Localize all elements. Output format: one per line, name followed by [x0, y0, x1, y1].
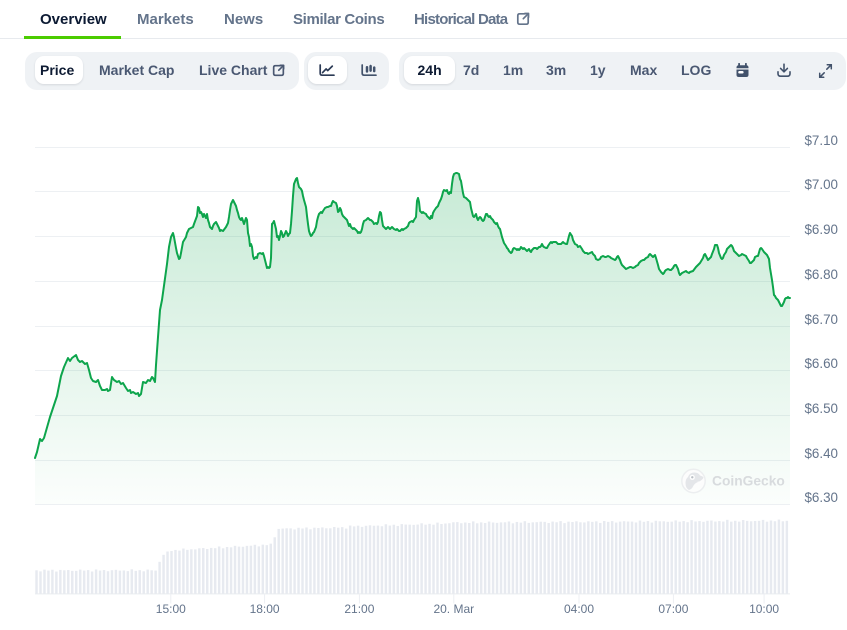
- svg-text:$6.40: $6.40: [804, 446, 838, 461]
- svg-text:21:00: 21:00: [344, 602, 374, 616]
- svg-text:07:00: 07:00: [658, 602, 688, 616]
- svg-text:CoinGecko: CoinGecko: [712, 474, 785, 489]
- svg-text:$7.10: $7.10: [804, 133, 838, 148]
- svg-text:$6.70: $6.70: [804, 312, 838, 327]
- svg-text:$6.60: $6.60: [804, 356, 838, 371]
- svg-text:$7.00: $7.00: [804, 177, 838, 192]
- svg-text:$6.30: $6.30: [804, 490, 838, 505]
- svg-text:$6.50: $6.50: [804, 401, 838, 416]
- svg-text:$6.90: $6.90: [804, 222, 838, 237]
- svg-text:04:00: 04:00: [564, 602, 594, 616]
- svg-text:20. Mar: 20. Mar: [433, 602, 474, 616]
- svg-text:15:00: 15:00: [156, 602, 186, 616]
- svg-text:10:00: 10:00: [749, 602, 779, 616]
- svg-text:$6.80: $6.80: [804, 267, 838, 282]
- svg-text:18:00: 18:00: [250, 602, 280, 616]
